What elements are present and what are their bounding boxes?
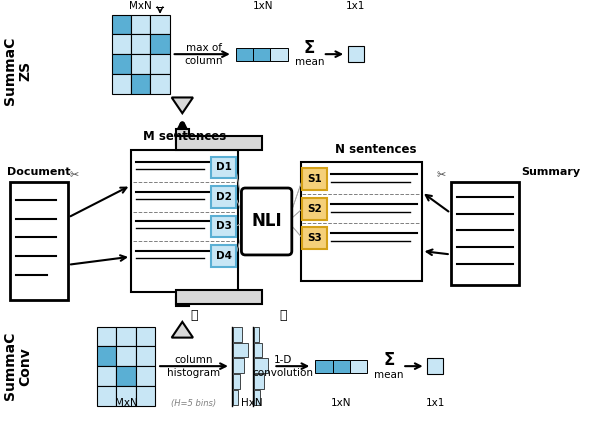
- Bar: [112, 54, 131, 74]
- Text: S2: S2: [307, 204, 322, 214]
- Text: 📊: 📊: [190, 309, 198, 322]
- Text: Document: Document: [7, 167, 70, 177]
- Bar: [112, 15, 131, 35]
- Text: 1xN: 1xN: [253, 1, 273, 11]
- Bar: [112, 35, 131, 54]
- Polygon shape: [172, 98, 193, 113]
- Text: convolution: convolution: [253, 368, 314, 378]
- FancyBboxPatch shape: [242, 188, 292, 255]
- Text: 1-D: 1-D: [274, 355, 292, 365]
- Text: 1x1: 1x1: [346, 1, 365, 11]
- Bar: [254, 343, 262, 357]
- Bar: [136, 346, 155, 366]
- Bar: [271, 48, 288, 60]
- Text: D4: D4: [215, 251, 231, 261]
- Bar: [254, 327, 259, 342]
- Bar: [211, 215, 236, 237]
- Text: S3: S3: [307, 233, 322, 243]
- Text: 1xN: 1xN: [331, 399, 352, 409]
- Bar: [117, 386, 136, 406]
- Bar: [303, 168, 327, 190]
- Bar: [427, 358, 443, 374]
- Bar: [233, 343, 248, 357]
- Text: D3: D3: [215, 221, 231, 231]
- Bar: [97, 346, 117, 366]
- Bar: [131, 15, 150, 35]
- Bar: [254, 374, 263, 389]
- Bar: [211, 186, 236, 208]
- Text: 1x1: 1x1: [426, 399, 445, 409]
- Bar: [176, 297, 189, 306]
- Bar: [348, 46, 363, 62]
- Bar: [150, 35, 170, 54]
- Bar: [150, 54, 170, 74]
- Bar: [97, 327, 117, 346]
- Text: (H=5 bins): (H=5 bins): [172, 399, 217, 409]
- Bar: [233, 358, 244, 373]
- Text: ✂: ✂: [436, 170, 446, 180]
- Bar: [253, 48, 271, 60]
- Bar: [211, 156, 236, 178]
- Polygon shape: [172, 322, 193, 338]
- Text: MxN: MxN: [115, 399, 137, 409]
- Bar: [117, 327, 136, 346]
- Bar: [333, 360, 350, 373]
- Bar: [10, 182, 68, 300]
- Bar: [150, 15, 170, 35]
- Text: MxN: MxN: [129, 1, 152, 11]
- Text: NLI: NLI: [252, 212, 282, 230]
- Bar: [112, 74, 131, 94]
- Bar: [117, 366, 136, 386]
- Text: SummaC
ZS: SummaC ZS: [2, 37, 33, 105]
- Text: SummaC
Conv: SummaC Conv: [2, 332, 33, 400]
- Bar: [233, 390, 237, 405]
- Bar: [233, 374, 240, 389]
- Text: 🗒: 🗒: [279, 309, 287, 322]
- Text: S1: S1: [307, 174, 322, 184]
- Text: D2: D2: [215, 192, 231, 202]
- Bar: [131, 74, 150, 94]
- Bar: [303, 198, 327, 219]
- Bar: [131, 35, 150, 54]
- Text: N sentences: N sentences: [335, 142, 416, 155]
- Bar: [315, 360, 333, 373]
- Bar: [236, 48, 253, 60]
- Bar: [131, 54, 150, 74]
- Text: column: column: [184, 56, 223, 66]
- Text: histogram: histogram: [168, 368, 220, 378]
- Text: mean: mean: [374, 370, 404, 380]
- Bar: [97, 386, 117, 406]
- Text: mean: mean: [294, 57, 324, 67]
- Bar: [303, 227, 327, 249]
- Bar: [254, 390, 260, 405]
- Bar: [136, 327, 155, 346]
- Text: ✂: ✂: [70, 170, 79, 180]
- Bar: [136, 366, 155, 386]
- Bar: [117, 346, 136, 366]
- Bar: [150, 74, 170, 94]
- Bar: [350, 360, 368, 373]
- Text: M sentences: M sentences: [143, 130, 226, 143]
- Bar: [136, 386, 155, 406]
- Bar: [176, 290, 262, 304]
- Text: Summary: Summary: [522, 167, 581, 177]
- Text: D1: D1: [215, 162, 231, 172]
- Bar: [451, 182, 519, 286]
- Text: max of: max of: [186, 43, 221, 53]
- Text: column: column: [175, 355, 213, 365]
- Text: $\mathbf{\Sigma}$: $\mathbf{\Sigma}$: [382, 351, 395, 369]
- Text: $\mathbf{\Sigma}$: $\mathbf{\Sigma}$: [303, 39, 316, 57]
- Bar: [97, 366, 117, 386]
- Text: HxN: HxN: [242, 399, 263, 409]
- Bar: [176, 136, 262, 150]
- Bar: [211, 245, 236, 267]
- Bar: [131, 150, 237, 292]
- Bar: [176, 129, 189, 145]
- Bar: [301, 162, 422, 280]
- Bar: [233, 327, 242, 342]
- Bar: [254, 358, 268, 373]
